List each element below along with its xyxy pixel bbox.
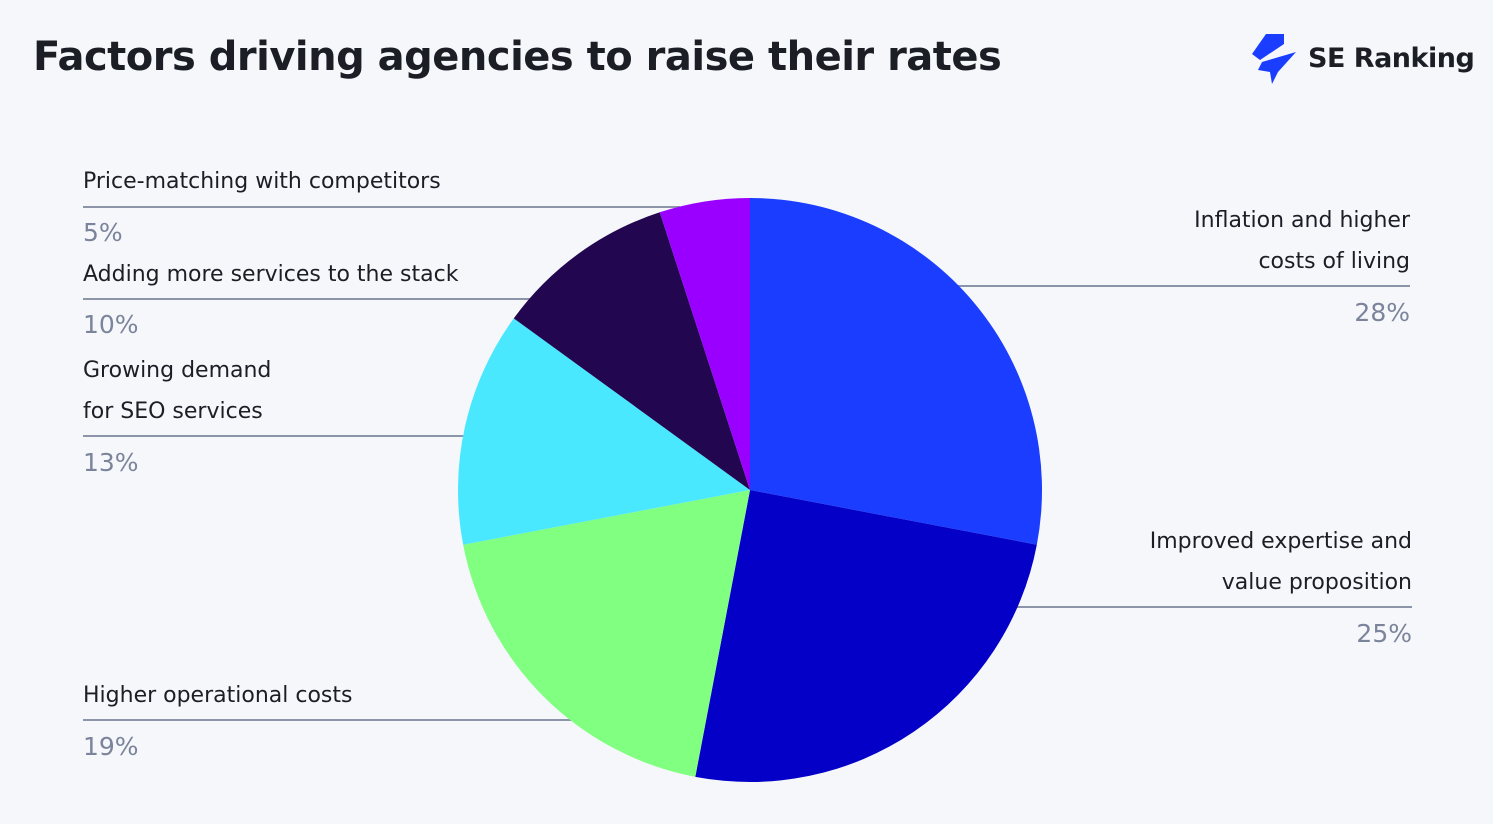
- label-line: Growing demand: [83, 358, 272, 383]
- label-services: Adding more services to the stack: [83, 254, 458, 295]
- value-price: 5%: [83, 218, 123, 247]
- value-services: 10%: [83, 310, 139, 339]
- se-ranking-logo: SE Ranking: [1250, 32, 1475, 84]
- label-demand: Growing demand for SEO services: [83, 350, 271, 432]
- label-line: value proposition: [1221, 570, 1412, 595]
- pie-slice-4: [513, 212, 750, 490]
- chart-title: Factors driving agencies to raise their …: [33, 34, 1002, 80]
- pie-slice-1: [695, 490, 1037, 782]
- label-expertise: Improved expertise and value proposition: [1150, 521, 1412, 603]
- pie-slice-3: [458, 318, 750, 545]
- label-operational: Higher operational costs: [83, 675, 352, 716]
- label-inflation: Inflation and higher costs of living: [1194, 200, 1410, 282]
- label-line: Higher operational costs: [83, 683, 353, 708]
- logo-text: SE Ranking: [1308, 42, 1475, 74]
- label-line: Improved expertise and: [1149, 529, 1412, 554]
- value-operational: 19%: [83, 732, 139, 761]
- label-line: Adding more services to the stack: [83, 262, 459, 287]
- value-expertise: 25%: [1356, 619, 1412, 648]
- pie-slice-0: [750, 198, 1042, 545]
- value-demand: 13%: [83, 448, 139, 477]
- value-inflation: 28%: [1354, 298, 1410, 327]
- label-price: Price-matching with competitors: [83, 161, 441, 202]
- pie-slice-5: [659, 198, 750, 490]
- se-ranking-bolt-icon: [1252, 34, 1296, 84]
- label-line: Price-matching with competitors: [83, 169, 441, 194]
- pie-slice-2: [463, 490, 750, 777]
- label-line: for SEO services: [83, 399, 263, 424]
- label-line: Inflation and higher: [1194, 208, 1410, 233]
- label-line: costs of living: [1258, 249, 1410, 274]
